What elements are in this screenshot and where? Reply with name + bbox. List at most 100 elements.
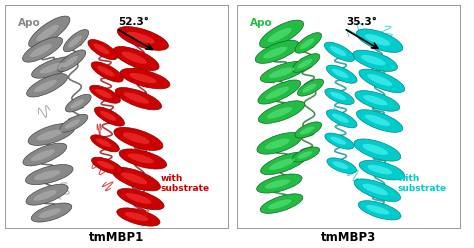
Ellipse shape (112, 167, 160, 191)
Text: 35.3°: 35.3° (346, 17, 377, 27)
Ellipse shape (354, 179, 401, 202)
Ellipse shape (265, 179, 290, 189)
Ellipse shape (267, 28, 292, 42)
Ellipse shape (28, 16, 70, 47)
Ellipse shape (269, 67, 294, 78)
Ellipse shape (64, 30, 89, 52)
Ellipse shape (325, 133, 354, 149)
Ellipse shape (330, 137, 346, 145)
Ellipse shape (91, 135, 119, 152)
Ellipse shape (353, 50, 398, 71)
Ellipse shape (100, 111, 116, 121)
Ellipse shape (23, 143, 67, 166)
Ellipse shape (63, 56, 78, 67)
Ellipse shape (354, 139, 401, 161)
Ellipse shape (365, 34, 390, 46)
Ellipse shape (300, 126, 314, 135)
Ellipse shape (326, 65, 357, 83)
Ellipse shape (90, 85, 120, 103)
Ellipse shape (295, 33, 321, 53)
Ellipse shape (361, 55, 385, 65)
Ellipse shape (367, 74, 392, 86)
Ellipse shape (359, 160, 404, 180)
Ellipse shape (40, 63, 64, 74)
Ellipse shape (126, 193, 151, 204)
Ellipse shape (119, 149, 167, 169)
Ellipse shape (359, 69, 405, 93)
Ellipse shape (255, 40, 299, 63)
Text: Apo: Apo (250, 18, 273, 28)
Ellipse shape (127, 32, 155, 44)
Ellipse shape (261, 152, 307, 175)
Text: with
substrate: with substrate (161, 174, 210, 193)
Ellipse shape (300, 38, 314, 49)
Ellipse shape (57, 50, 86, 72)
Ellipse shape (36, 130, 62, 141)
Ellipse shape (34, 190, 57, 201)
Ellipse shape (324, 42, 355, 62)
Ellipse shape (38, 208, 61, 218)
Ellipse shape (263, 47, 287, 59)
Ellipse shape (269, 158, 294, 170)
Ellipse shape (292, 54, 320, 72)
Ellipse shape (363, 144, 388, 155)
Ellipse shape (260, 61, 307, 83)
Ellipse shape (292, 147, 319, 162)
Ellipse shape (265, 139, 290, 149)
Ellipse shape (325, 88, 354, 105)
Ellipse shape (65, 119, 80, 128)
Ellipse shape (358, 201, 401, 220)
Ellipse shape (297, 151, 312, 159)
Ellipse shape (91, 62, 123, 82)
Ellipse shape (330, 92, 346, 100)
Ellipse shape (91, 157, 123, 174)
Text: with
substrate: with substrate (397, 174, 447, 193)
Ellipse shape (129, 73, 156, 83)
Text: 52.3°: 52.3° (118, 17, 149, 27)
Ellipse shape (120, 68, 170, 89)
Ellipse shape (117, 208, 160, 226)
Ellipse shape (332, 69, 349, 78)
Ellipse shape (363, 184, 388, 195)
Ellipse shape (32, 57, 76, 78)
Ellipse shape (36, 25, 59, 41)
Ellipse shape (94, 107, 125, 126)
Ellipse shape (23, 37, 63, 62)
Ellipse shape (30, 44, 52, 57)
Ellipse shape (355, 91, 400, 111)
Ellipse shape (268, 199, 292, 209)
Ellipse shape (265, 87, 289, 99)
Ellipse shape (330, 46, 346, 56)
Ellipse shape (113, 46, 159, 71)
Ellipse shape (260, 194, 303, 213)
Ellipse shape (297, 59, 312, 68)
Ellipse shape (123, 132, 150, 144)
Ellipse shape (326, 110, 357, 128)
Ellipse shape (298, 79, 324, 96)
Ellipse shape (28, 124, 75, 145)
Ellipse shape (366, 205, 390, 215)
Ellipse shape (256, 174, 302, 193)
Ellipse shape (88, 39, 118, 60)
Ellipse shape (26, 184, 68, 205)
Ellipse shape (97, 66, 115, 76)
Ellipse shape (356, 29, 403, 52)
Ellipse shape (121, 52, 147, 64)
Ellipse shape (117, 27, 168, 50)
Ellipse shape (68, 36, 82, 47)
Ellipse shape (128, 154, 154, 163)
Ellipse shape (95, 89, 112, 98)
Text: Apo: Apo (18, 18, 41, 28)
X-axis label: tmMBP1: tmMBP1 (89, 231, 144, 244)
Ellipse shape (31, 203, 72, 222)
Ellipse shape (363, 95, 388, 105)
Ellipse shape (115, 88, 162, 110)
Ellipse shape (332, 114, 349, 123)
Ellipse shape (93, 44, 109, 54)
Ellipse shape (34, 170, 60, 180)
Ellipse shape (356, 110, 403, 132)
Ellipse shape (121, 172, 147, 184)
Ellipse shape (31, 150, 55, 161)
Ellipse shape (267, 107, 292, 119)
X-axis label: tmMBP3: tmMBP3 (321, 231, 376, 244)
